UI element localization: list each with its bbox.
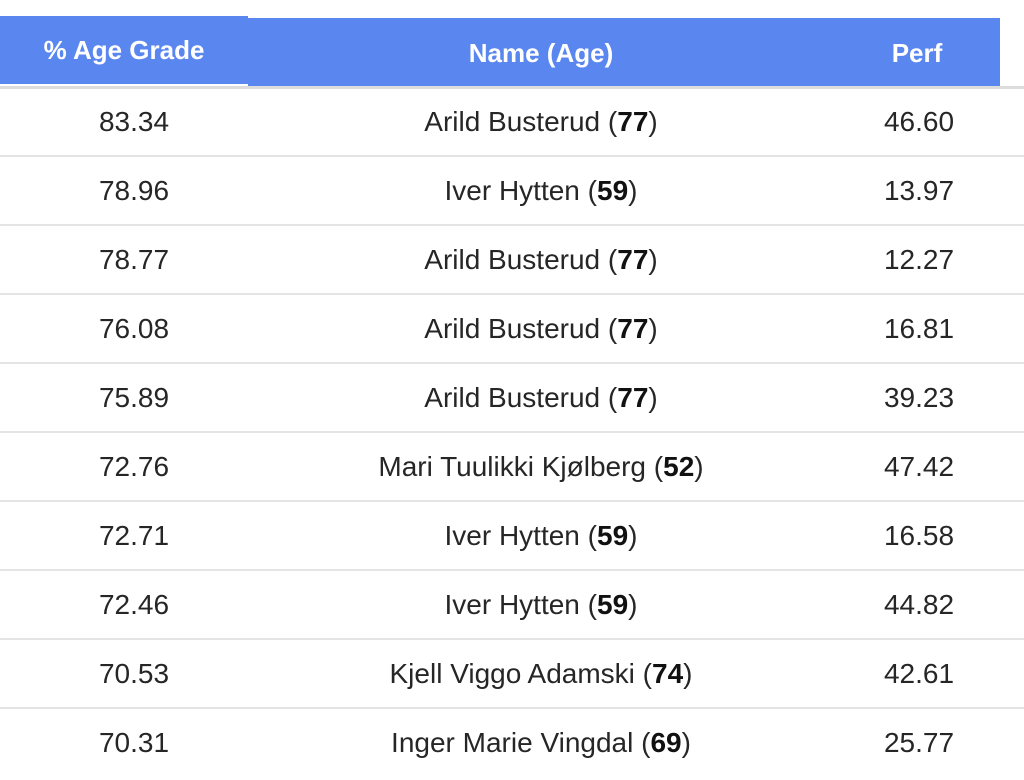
perf-cell: 39.23: [883, 381, 955, 413]
name-age-cell: Iver Hytten (59): [444, 174, 638, 206]
name-age-cell: Mari Tuulikki Kjølberg (52): [378, 450, 704, 482]
table-row: 76.08 Arild Busterud (77) 16.81: [0, 293, 1024, 362]
perf-cell: 44.82: [883, 588, 955, 620]
name-age-cell: Arild Busterud (77): [424, 312, 658, 344]
athlete-age: 77: [617, 381, 649, 413]
age-grade-cell: 72.76: [98, 450, 170, 482]
name-age-cell: Arild Busterud (77): [424, 381, 658, 413]
table-row: 83.34 Arild Busterud (77) 46.60: [0, 86, 1024, 155]
athlete-age: 52: [663, 450, 695, 482]
athlete-age: 59: [597, 174, 629, 206]
column-header-age-grade[interactable]: % Age Grade: [0, 16, 248, 84]
table-row: 70.31 Inger Marie Vingdal (69) 25.77: [0, 707, 1024, 776]
age-grade-cell: 72.46: [98, 588, 170, 620]
athlete-age: 74: [652, 657, 684, 689]
name-age-cell: Iver Hytten (59): [444, 519, 638, 551]
athlete-name[interactable]: Mari Tuulikki Kjølberg: [378, 450, 647, 482]
name-age-cell: Arild Busterud (77): [424, 106, 658, 137]
athlete-age: 77: [617, 243, 649, 275]
age-grade-cell: 76.08: [98, 312, 170, 344]
perf-cell: 42.61: [883, 657, 955, 689]
athlete-name[interactable]: Iver Hytten: [444, 588, 580, 620]
age-grade-cell: 70.53: [98, 657, 170, 689]
name-age-cell: Iver Hytten (59): [444, 588, 638, 620]
perf-cell: 16.58: [883, 519, 955, 551]
table-body: 83.34 Arild Busterud (77) 46.60 78.96 Iv…: [0, 86, 1024, 776]
athlete-name[interactable]: Arild Busterud: [424, 312, 601, 344]
age-grade-cell: 72.71: [98, 519, 170, 551]
athlete-name[interactable]: Iver Hytten: [444, 174, 580, 206]
perf-cell: 47.42: [883, 450, 955, 482]
athlete-name[interactable]: Arild Busterud: [424, 106, 601, 137]
athlete-age: 69: [650, 726, 682, 758]
athlete-age: 77: [617, 106, 649, 137]
table-row: 72.71 Iver Hytten (59) 16.58: [0, 500, 1024, 569]
name-age-cell: Inger Marie Vingdal (69): [391, 726, 691, 758]
table-row: 70.53 Kjell Viggo Adamski (74) 42.61: [0, 638, 1024, 707]
name-age-cell: Arild Busterud (77): [424, 243, 658, 275]
age-grade-cell: 83.34: [98, 106, 170, 137]
table-row: 72.76 Mari Tuulikki Kjølberg (52) 47.42: [0, 431, 1024, 500]
table-row: 75.89 Arild Busterud (77) 39.23: [0, 362, 1024, 431]
perf-cell: 12.27: [883, 243, 955, 275]
perf-cell: 46.60: [883, 106, 955, 137]
age-grade-cell: 78.77: [98, 243, 170, 275]
table-row: 78.96 Iver Hytten (59) 13.97: [0, 155, 1024, 224]
athlete-name[interactable]: Arild Busterud: [424, 381, 601, 413]
table-row: 72.46 Iver Hytten (59) 44.82: [0, 569, 1024, 638]
column-header-perf[interactable]: Perf: [834, 18, 1000, 88]
perf-cell: 16.81: [883, 312, 955, 344]
column-header-name-age[interactable]: Name (Age): [248, 18, 834, 88]
table-header: % Age Grade Name (Age) Perf: [0, 16, 1000, 88]
age-grade-cell: 70.31: [98, 726, 170, 758]
athlete-name[interactable]: Inger Marie Vingdal: [391, 726, 634, 758]
athlete-age: 59: [597, 588, 629, 620]
name-age-cell: Kjell Viggo Adamski (74): [389, 657, 693, 689]
athlete-age: 59: [597, 519, 629, 551]
age-grade-cell: 78.96: [98, 174, 170, 206]
age-grade-cell: 75.89: [98, 381, 170, 413]
athlete-age: 77: [617, 312, 649, 344]
athlete-name[interactable]: Kjell Viggo Adamski: [389, 657, 635, 689]
table-row: 78.77 Arild Busterud (77) 12.27: [0, 224, 1024, 293]
athlete-name[interactable]: Arild Busterud: [424, 243, 601, 275]
perf-cell: 13.97: [883, 174, 955, 206]
athlete-name[interactable]: Iver Hytten: [444, 519, 580, 551]
perf-cell: 25.77: [883, 726, 955, 758]
